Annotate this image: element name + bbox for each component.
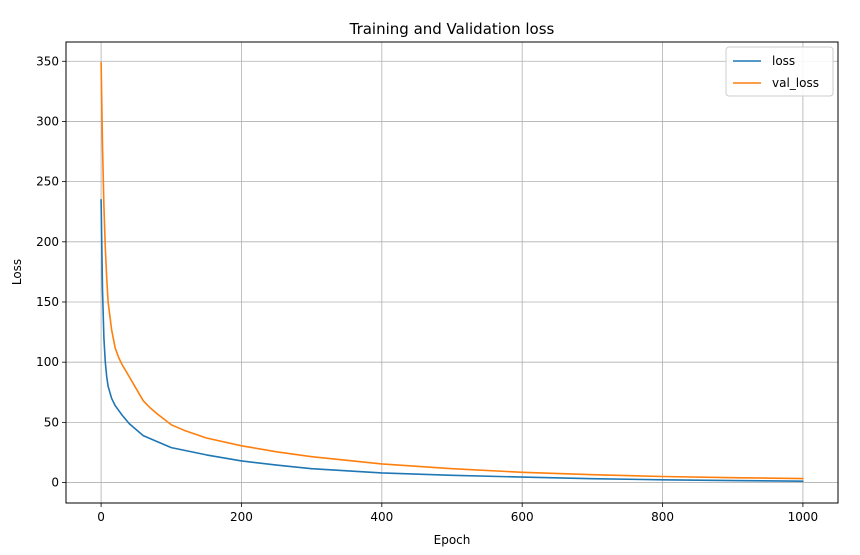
- y-tick-label: 350: [36, 54, 59, 68]
- y-tick-label: 250: [36, 175, 59, 189]
- plot-frame: [65, 41, 839, 504]
- x-tick-label: 400: [370, 510, 393, 524]
- legend-label-loss: loss: [772, 54, 795, 68]
- legend: loss val_loss: [725, 46, 834, 97]
- series-line-loss: [100, 198, 804, 483]
- ticks: 0 200 400 600 800 1000 0 50 100 150 200 250 300 350: [36, 54, 818, 524]
- x-tick-label: 600: [511, 510, 534, 524]
- x-tick-label: 800: [651, 510, 674, 524]
- y-tick-label: 0: [51, 476, 59, 490]
- x-tick-label: 1000: [788, 510, 819, 524]
- x-tick-label: 0: [97, 510, 105, 524]
- y-tick-label: 50: [44, 415, 59, 429]
- x-tick-label: 200: [230, 510, 253, 524]
- y-tick-label: 300: [36, 114, 59, 128]
- series-line-val-loss: [100, 61, 804, 480]
- x-axis-label: Epoch: [434, 533, 471, 547]
- series-lines: [100, 61, 804, 483]
- y-tick-label: 150: [36, 295, 59, 309]
- chart-title: Training and Validation loss: [349, 20, 555, 38]
- y-tick-label: 200: [36, 235, 59, 249]
- legend-label-val-loss: val_loss: [772, 76, 819, 90]
- y-tick-label: 100: [36, 355, 59, 369]
- y-axis-label: Loss: [10, 259, 24, 285]
- grid: [66, 42, 838, 503]
